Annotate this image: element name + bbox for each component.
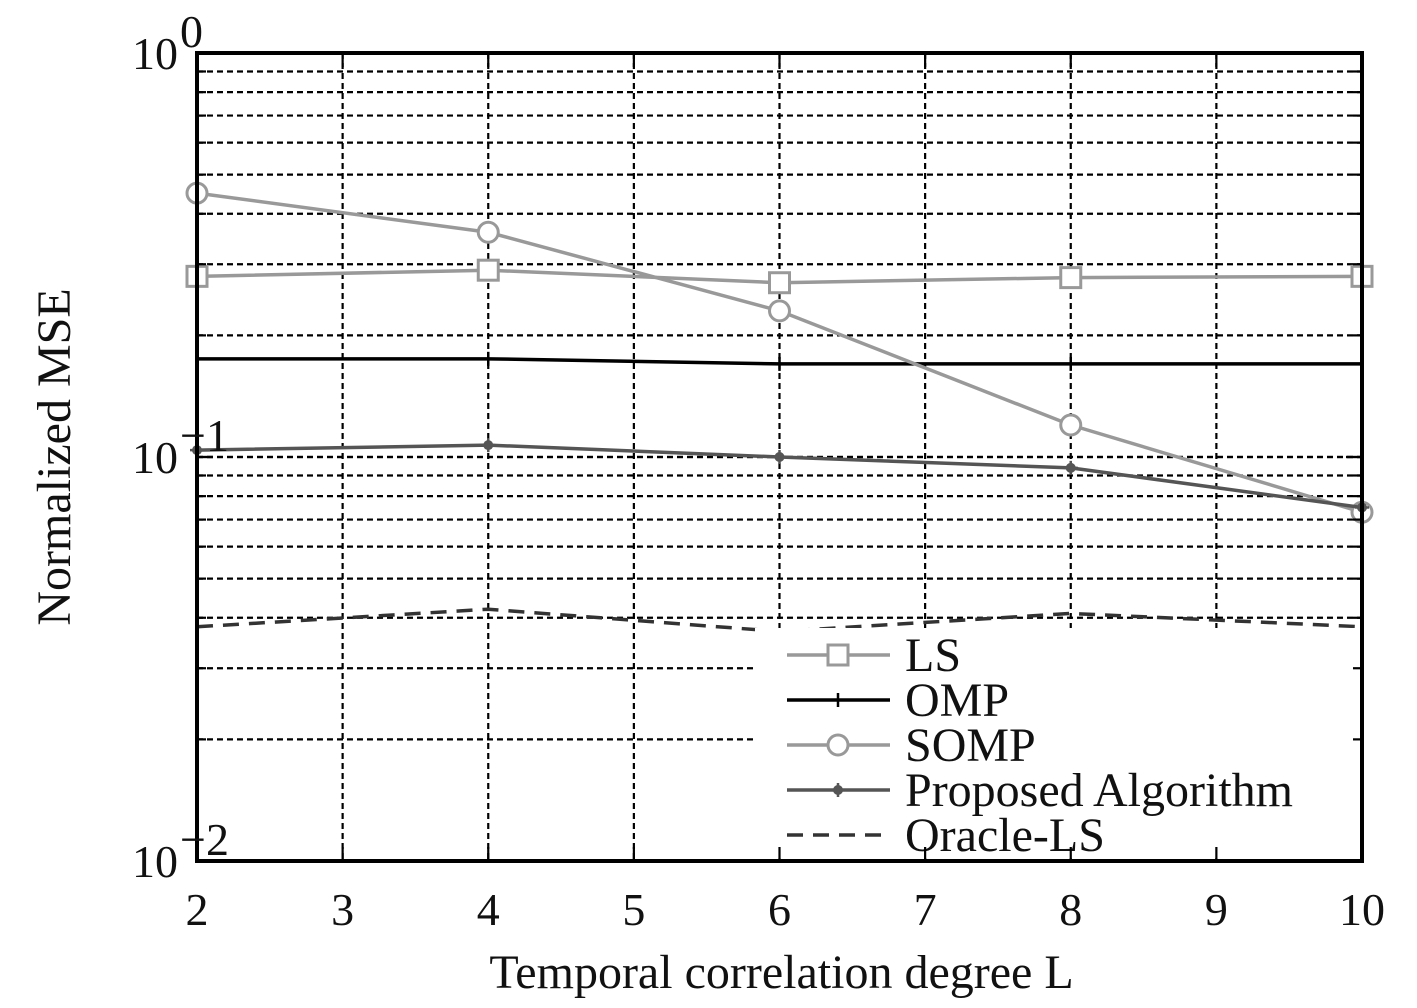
x-tick-label: 7 (914, 884, 937, 935)
x-tick-label: 10 (1339, 884, 1385, 935)
y-tick-exponent: −1 (180, 410, 229, 461)
y-tick-exponent: 0 (180, 6, 203, 57)
x-tick-label: 8 (1059, 884, 1082, 935)
y-tick-exponent: −2 (180, 814, 229, 865)
marker-circle (826, 733, 850, 757)
legend-box (755, 628, 1360, 858)
x-tick-label: 3 (331, 884, 354, 935)
x-tick-label: 6 (768, 884, 791, 935)
x-axis-label: Temporal correlation degree L (489, 946, 1073, 999)
y-tick-base: 10 (132, 836, 178, 887)
x-tick-label: 4 (477, 884, 500, 935)
x-tick-label: 2 (186, 884, 209, 935)
y-tick-label: 10 0 (132, 6, 203, 79)
y-tick-label: 10 −1 (132, 410, 229, 483)
legend-label: OMP (905, 674, 1009, 727)
legend-item: SOMP (787, 719, 1036, 772)
series-layer (185, 181, 1374, 634)
legend-item: LS (787, 629, 961, 682)
legend-item: OMP (787, 674, 1009, 727)
legend-label: Proposed Algorithm (905, 764, 1293, 817)
legend-item: Proposed Algorithm (787, 764, 1293, 817)
legend-label: Oracle-LS (905, 809, 1105, 862)
x-tick-labels: 2 3 4 5 6 7 8 9 10 (186, 884, 1386, 935)
y-tick-base: 10 (132, 28, 178, 79)
marker-square (768, 271, 791, 295)
y-tick-label: 10 −2 (132, 814, 229, 887)
marker-circle (1059, 413, 1083, 437)
x-tick-label: 9 (1205, 884, 1228, 935)
legend-label: LS (905, 629, 961, 682)
legend-label: SOMP (905, 719, 1036, 772)
x-tick-label: 5 (622, 884, 645, 935)
grid (197, 53, 1362, 861)
marker-square (826, 643, 850, 667)
marker-square (1059, 266, 1083, 290)
y-tick-base: 10 (132, 432, 178, 483)
y-axis-label: Normalized MSE (28, 288, 81, 625)
marker-circle (768, 299, 791, 323)
tick-marks (195, 51, 1364, 863)
marker-circle (476, 220, 500, 244)
series-ls (185, 258, 1374, 295)
marker-square (476, 258, 500, 282)
